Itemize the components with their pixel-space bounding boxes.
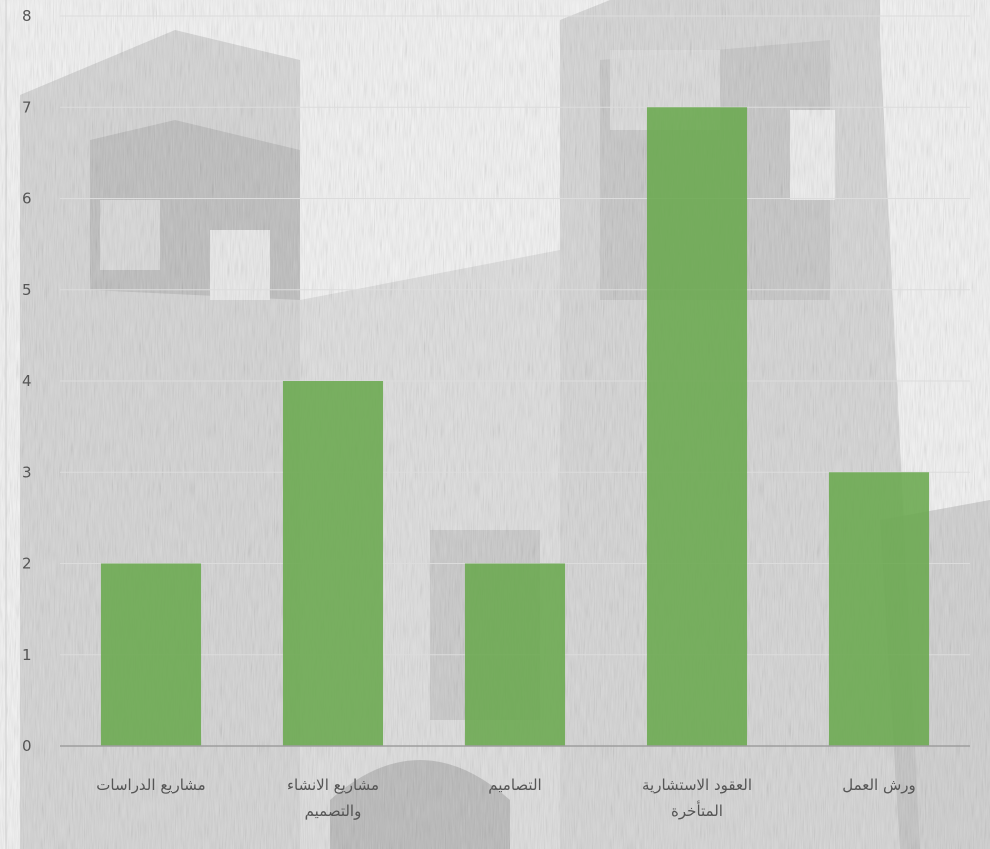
bar[interactable] [828,472,930,746]
y-tick-label: 0 [22,737,32,755]
y-tick-label: 7 [22,98,32,116]
x-axis-category-labels: مشاريع الدراسات مشاريع الانشاء والتصميم الت… [96,776,916,820]
x-category-label: مشاريع الدراسات [96,776,205,794]
bars [100,107,930,747]
y-tick-label: 2 [22,555,32,573]
x-category-label: العقود الاستشارية المتأخرة [642,776,752,820]
y-tick-label: 3 [22,463,32,481]
y-tick-label: 8 [22,7,32,25]
x-category-label: التصاميم [488,776,541,794]
x-category-label: ورش العمل [842,776,916,794]
y-tick-label: 1 [22,646,32,664]
grid-lines [60,15,970,656]
axes [5,0,970,849]
y-tick-label: 5 [22,281,32,299]
bar[interactable] [464,563,566,747]
y-axis-tick-labels: 0 1 2 3 4 5 6 7 8 [22,7,32,755]
bar[interactable] [282,381,384,746]
x-category-label: مشاريع الانشاء والتصميم [287,776,379,820]
y-tick-label: 4 [22,372,32,390]
bar[interactable] [646,107,748,746]
y-tick-label: 6 [22,190,32,208]
bar[interactable] [100,563,202,747]
